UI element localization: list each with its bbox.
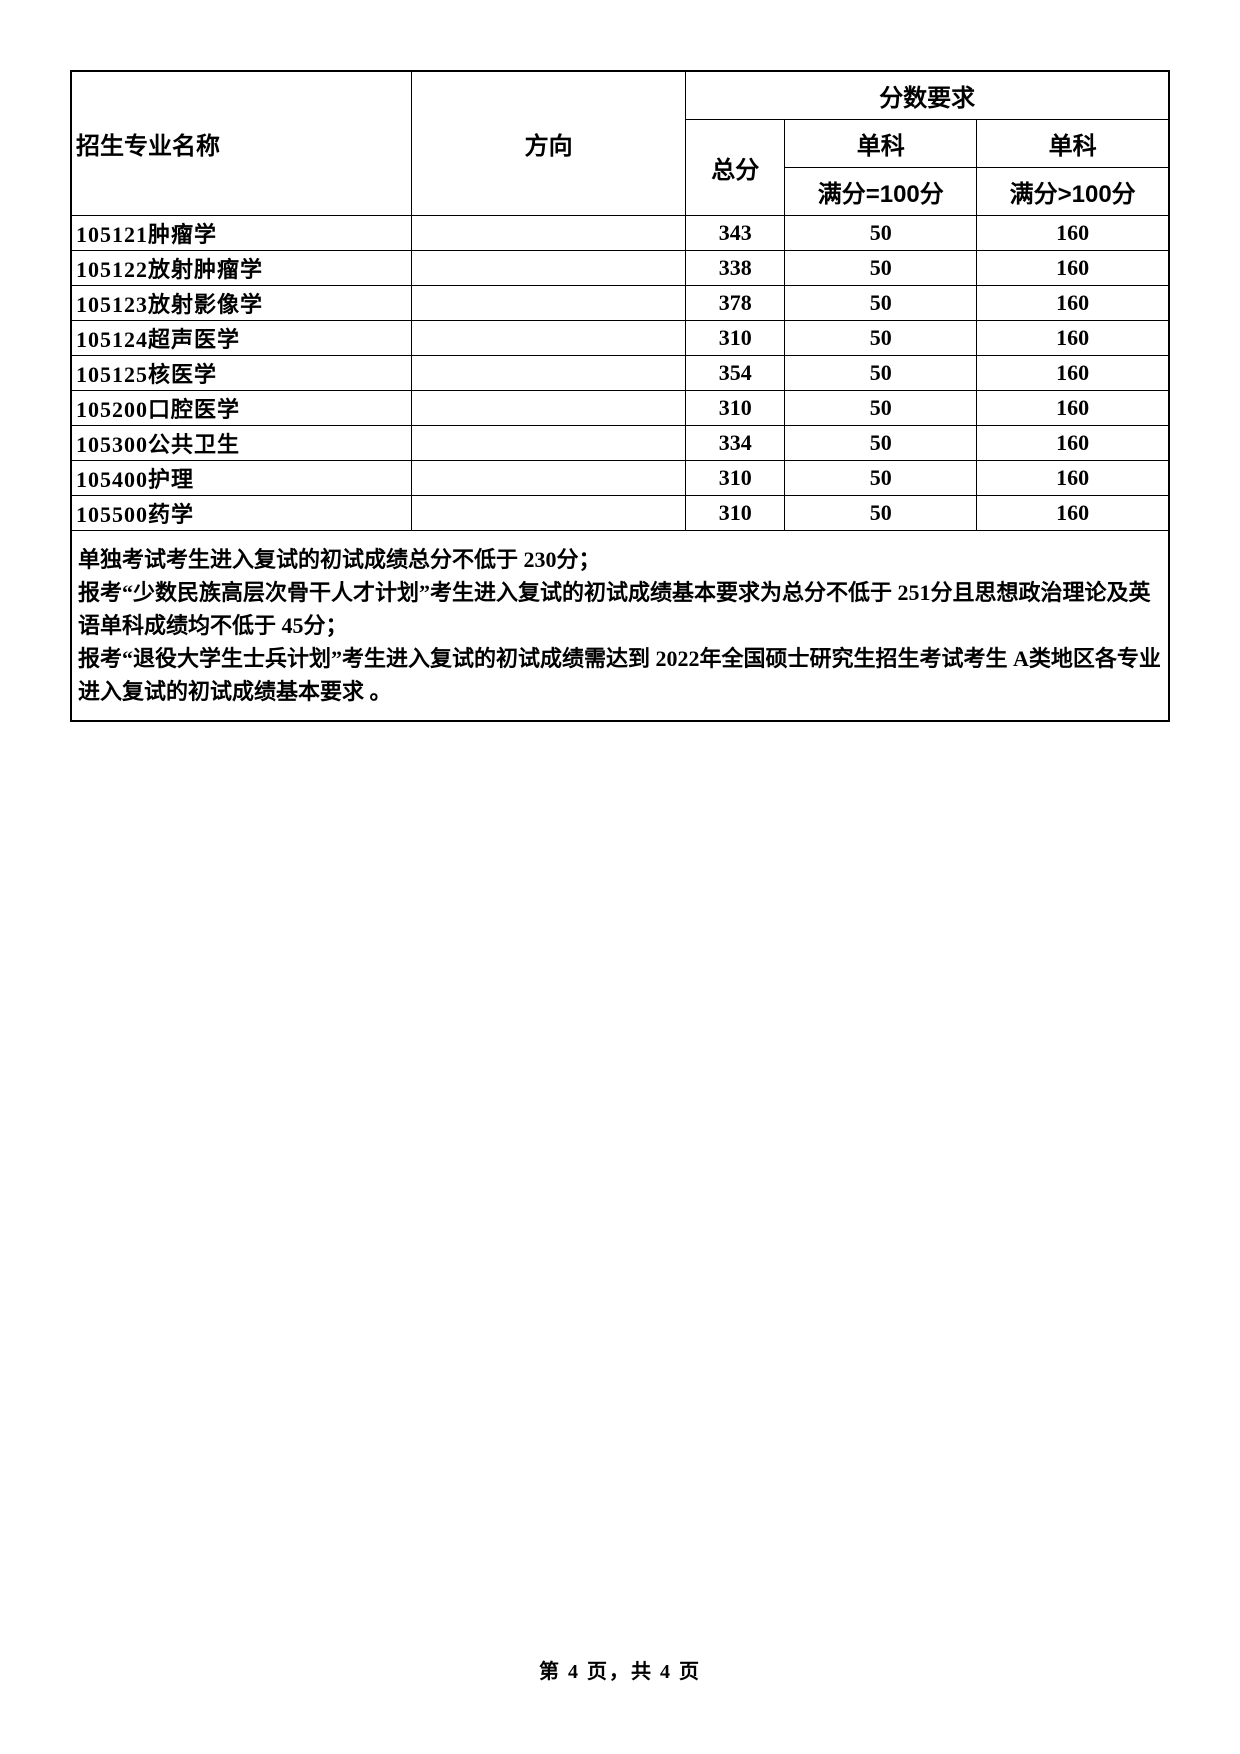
- cell-direction: [411, 251, 686, 286]
- cell-direction: [411, 216, 686, 251]
- table-row: 105300公共卫生 33450160: [71, 426, 1169, 461]
- cell-sub2: 160: [977, 286, 1169, 321]
- cell-total: 310: [686, 496, 785, 531]
- table-row: 105500药学 31050160: [71, 496, 1169, 531]
- cell-sub1: 50: [785, 356, 977, 391]
- cell-sub2: 160: [977, 426, 1169, 461]
- cell-total: 338: [686, 251, 785, 286]
- header-major: 招生专业名称: [71, 71, 411, 216]
- cell-sub2: 160: [977, 321, 1169, 356]
- cell-sub1: 50: [785, 251, 977, 286]
- table-row: 105125核医学 35450160: [71, 356, 1169, 391]
- table-row: 105122放射肿瘤学 33850160: [71, 251, 1169, 286]
- table-body: 105121肿瘤学34350160105122放射肿瘤学338501601051…: [71, 216, 1169, 722]
- cell-sub1: 50: [785, 496, 977, 531]
- cell-direction: [411, 286, 686, 321]
- cell-major: 105300公共卫生: [71, 426, 411, 461]
- cell-major: 105500药学: [71, 496, 411, 531]
- cell-total: 378: [686, 286, 785, 321]
- header-subject-1: 单科: [785, 120, 977, 168]
- header-total: 总分: [686, 120, 785, 216]
- cell-direction: [411, 496, 686, 531]
- page-footer: 第 4 页，共 4 页: [0, 1655, 1240, 1684]
- cell-major: 105200口腔医学: [71, 391, 411, 426]
- cell-major: 105121肿瘤学: [71, 216, 411, 251]
- table-row: 105121肿瘤学 34350160: [71, 216, 1169, 251]
- cell-total: 310: [686, 461, 785, 496]
- cell-major: 105123放射影像学: [71, 286, 411, 321]
- cell-major: 105124超声医学: [71, 321, 411, 356]
- cell-sub1: 50: [785, 216, 977, 251]
- cell-sub1: 50: [785, 321, 977, 356]
- header-subject-2: 单科: [977, 120, 1169, 168]
- cell-sub1: 50: [785, 391, 977, 426]
- cell-sub1: 50: [785, 426, 977, 461]
- notes-row: 单独考试考生进入复试的初试成绩总分不低于 230分；报考“少数民族高层次骨干人才…: [71, 531, 1169, 722]
- cell-total: 310: [686, 321, 785, 356]
- cell-major: 105125核医学: [71, 356, 411, 391]
- header-full-100: 满分=100分: [785, 168, 977, 216]
- table-row: 105400护理 31050160: [71, 461, 1169, 496]
- cell-total: 310: [686, 391, 785, 426]
- notes-cell: 单独考试考生进入复试的初试成绩总分不低于 230分；报考“少数民族高层次骨干人才…: [71, 531, 1169, 722]
- table-row: 105123放射影像学 37850160: [71, 286, 1169, 321]
- header-direction: 方向: [411, 71, 686, 216]
- cell-sub1: 50: [785, 286, 977, 321]
- score-table: 招生专业名称 方向 分数要求 总分 单科 单科 满分=100分 满分>100分 …: [70, 70, 1170, 722]
- cell-sub2: 160: [977, 216, 1169, 251]
- cell-sub2: 160: [977, 496, 1169, 531]
- cell-total: 343: [686, 216, 785, 251]
- cell-major: 105122放射肿瘤学: [71, 251, 411, 286]
- cell-direction: [411, 321, 686, 356]
- cell-total: 334: [686, 426, 785, 461]
- cell-direction: [411, 426, 686, 461]
- table-row: 105200口腔医学 31050160: [71, 391, 1169, 426]
- cell-major: 105400护理: [71, 461, 411, 496]
- cell-total: 354: [686, 356, 785, 391]
- cell-sub2: 160: [977, 391, 1169, 426]
- cell-sub1: 50: [785, 461, 977, 496]
- cell-direction: [411, 356, 686, 391]
- cell-direction: [411, 391, 686, 426]
- cell-sub2: 160: [977, 251, 1169, 286]
- header-score-req: 分数要求: [686, 71, 1169, 120]
- cell-direction: [411, 461, 686, 496]
- cell-sub2: 160: [977, 461, 1169, 496]
- header-full-gt-100: 满分>100分: [977, 168, 1169, 216]
- cell-sub2: 160: [977, 356, 1169, 391]
- table-row: 105124超声医学 31050160: [71, 321, 1169, 356]
